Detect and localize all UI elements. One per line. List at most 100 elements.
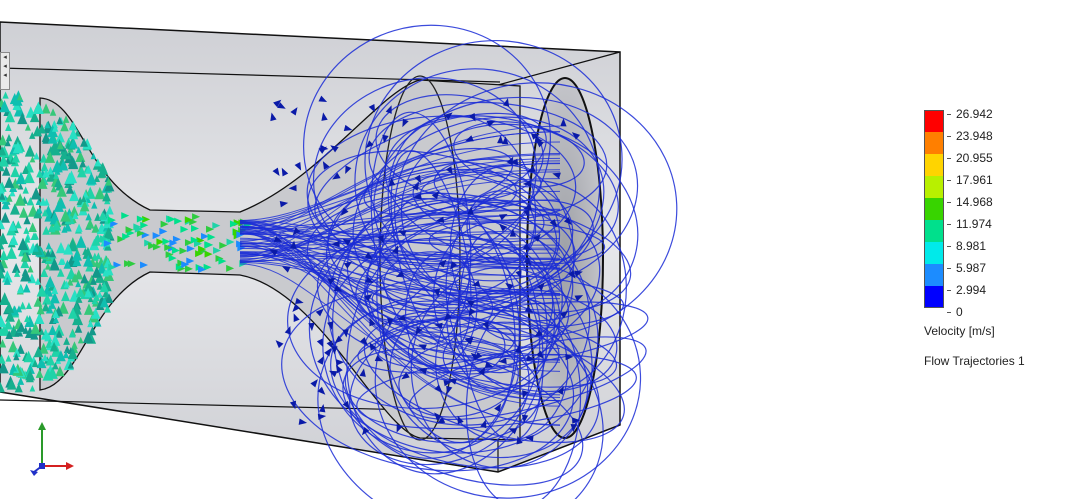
flow-arrow-icon [434,322,443,330]
flow-arrow-icon [385,105,392,114]
streamline [398,340,519,418]
flow-particle [33,152,40,160]
streamline [239,209,561,235]
flow-particle [29,131,36,139]
flow-particle [56,350,66,362]
flow-particle [21,268,29,276]
flow-particle [23,215,31,225]
flow-particle [49,250,56,258]
flow-particle [56,116,63,125]
streamline [239,230,561,396]
flow-arrow-icon [413,193,422,200]
flow-particle [49,334,61,346]
flow-particle [39,197,47,206]
flow-arrow-icon [494,403,502,412]
flow-particle [204,241,213,249]
flow-particle [64,172,75,184]
flow-arrow-icon [438,259,447,268]
flow-arrow-icon [536,350,544,359]
streamline [408,336,647,421]
flow-particle [69,120,78,131]
flow-particle [82,331,94,343]
flow-particle [9,189,16,197]
flow-particle [72,255,82,267]
triad-origin [39,463,45,469]
flow-arrow-icon [290,240,297,249]
flow-particle [69,205,79,216]
flow-particle [75,146,82,154]
flow-particle [51,220,62,231]
flow-arrow-icon [537,282,545,291]
flow-arrow-icon [318,95,328,102]
flow-particle [88,326,97,336]
flow-particle [13,269,21,277]
flow-particle [40,162,49,172]
flow-arrow-icon [557,386,564,395]
flow-particle [67,361,75,369]
flow-particle [142,215,151,223]
flow-arrow-icon [340,207,349,216]
flow-particle [212,222,221,230]
flow-particle [85,218,95,229]
flow-arrow-icon [326,340,334,349]
flow-arrow-icon [448,378,457,385]
flow-particle [22,186,29,194]
flow-particle [48,324,57,336]
flow-particle [0,192,6,200]
flow-arrow-icon [395,270,405,278]
flow-arrow-icon [457,415,464,425]
flow-arrow-icon [317,386,326,395]
flow-arrow-icon [444,112,453,120]
flow-particle [4,301,15,313]
flow-particle [117,235,126,243]
flow-particle [45,354,56,366]
flow-particle [121,212,130,220]
flow-arrow-icon [534,329,543,337]
flow-particle [136,215,145,223]
flow-arrow-icon [446,385,453,395]
flow-particle [27,265,34,273]
flow-particle [193,240,202,248]
flow-particle [105,205,114,215]
flow-particle [63,222,72,232]
flow-particle [45,242,52,250]
flow-arrow-icon [431,190,440,200]
flow-particle [5,354,12,362]
box-top-edge [0,67,501,83]
flow-arrow-icon [525,435,534,442]
flow-arrow-icon [319,404,326,413]
flow-arrow-icon [269,249,278,256]
flow-particle [23,226,30,234]
velocity-legend[interactable]: 26.942 23.948 20.955 17.961 14.968 11.97… [922,108,1072,378]
flow-arrow-icon [382,134,389,144]
flow-particle [226,264,235,272]
flow-particle [52,309,60,318]
flow-particle [61,290,70,302]
flow-arrow-icon [364,293,373,302]
flow-particle [17,322,26,332]
panel-collapse-handle[interactable]: ◂ ◂ ◂ [0,52,10,90]
flow-arrow-icon [524,305,534,313]
flow-particle [25,369,35,381]
legend-tick [947,136,951,137]
flow-particle [54,177,63,188]
legend-value: 23.948 [956,129,993,143]
flow-particle [68,157,79,170]
flow-particle [152,232,161,240]
flow-arrow-icon [498,214,508,221]
flow-arrow-icon [465,135,474,142]
flow-particle [75,235,87,248]
streamline [239,154,561,221]
flow-particle [32,125,43,137]
flow-particle [6,246,17,259]
plot-name[interactable]: Flow Trajectories 1 [924,354,1025,368]
flow-particle [72,249,83,261]
flow-particle [93,224,100,232]
streamline [239,222,561,399]
streamline [239,190,561,258]
flow-particle [11,263,21,273]
flow-particle [55,131,65,143]
flow-particle [42,168,50,178]
flow-particle [68,239,78,250]
